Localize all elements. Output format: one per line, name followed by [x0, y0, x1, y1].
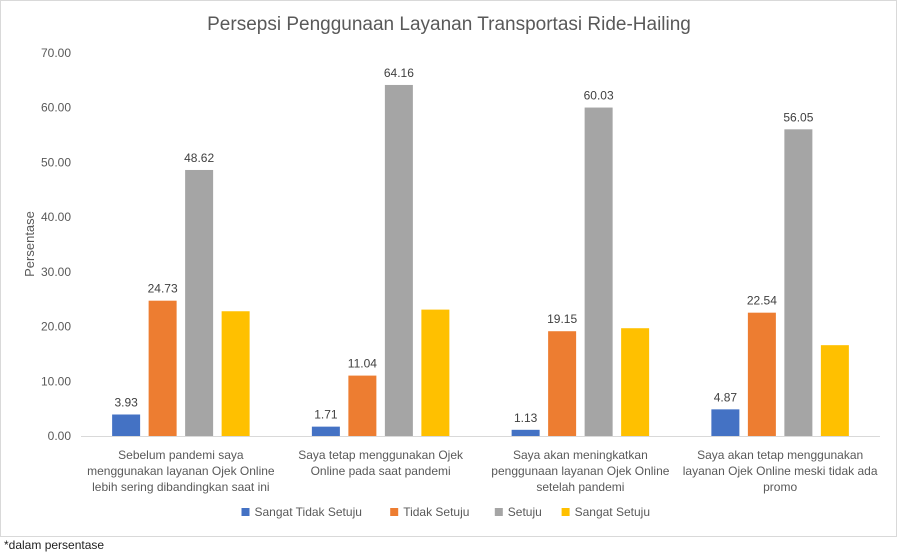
x-tick-label-line: Sebelum pandemi saya: [118, 448, 244, 462]
legend-swatch: [561, 508, 570, 516]
legend-swatch: [390, 508, 399, 516]
y-tick-label: 10.00: [41, 374, 71, 388]
y-tick-label: 30.00: [41, 265, 71, 279]
footnote: *dalam persentase: [4, 538, 105, 552]
x-tick-label-line: setelah pandemi: [536, 480, 624, 494]
bar-sangat-tidak-setuju: [711, 409, 740, 436]
y-axis-title: Persentase: [22, 211, 37, 277]
bar-sangat-tidak-setuju: [112, 414, 141, 436]
bar-setuju: [185, 169, 214, 437]
bar-setuju: [784, 129, 813, 437]
data-label: 56.05: [783, 110, 813, 124]
legend-label: Tidak Setuju: [403, 505, 469, 519]
data-label: 1.71: [314, 408, 338, 422]
bar-setuju: [584, 107, 613, 436]
data-label: 24.73: [148, 282, 178, 296]
data-label: 60.03: [584, 89, 614, 103]
bar-sangat-setuju: [621, 328, 650, 436]
chart-title: Persepsi Penggunaan Layanan Transportasi…: [207, 14, 691, 35]
data-label: 22.54: [747, 294, 777, 308]
legend-swatch: [494, 508, 503, 516]
chart-frame: Persepsi Penggunaan Layanan Transportasi…: [0, 0, 897, 537]
x-tick-label: Saya tetap menggunakan Ojek Online pada s…: [298, 448, 464, 478]
data-label: 4.87: [714, 390, 738, 404]
bar-sangat-setuju: [820, 345, 849, 436]
legend-label: Setuju: [508, 505, 542, 519]
bar-tidak-setuju: [348, 375, 377, 436]
legend-label: Sangat Setuju: [575, 505, 650, 519]
y-tick-label: 60.00: [41, 101, 71, 115]
x-tick-label-line: promo: [763, 480, 797, 494]
bar-tidak-setuju: [747, 312, 776, 436]
y-tick-label: 20.00: [41, 320, 71, 334]
bar-tidak-setuju: [148, 300, 177, 436]
chart-canvas: Persepsi Penggunaan Layanan Transportasi…: [22, 14, 880, 519]
y-tick-label: 0.00: [48, 429, 72, 443]
data-label: 19.15: [547, 312, 577, 326]
data-label: 11.04: [348, 357, 377, 371]
bar-setuju: [384, 84, 413, 437]
data-label: 64.16: [384, 66, 414, 80]
bar-sangat-setuju: [221, 311, 250, 436]
x-tick-label-line: lebih sering dibandingkan saat ini: [92, 480, 269, 494]
data-label: 1.13: [514, 411, 538, 425]
y-tick-label: 70.00: [41, 46, 71, 60]
bar-tidak-setuju: [548, 331, 577, 436]
bar-sangat-setuju: [421, 309, 450, 436]
x-tick-label: Saya akan meningkatkan penggunaan layanan…: [491, 448, 669, 494]
x-tick-label-line: layanan Ojek Online meski tidak ada: [683, 464, 878, 478]
legend-label: Sangat Tidak Setuju: [255, 505, 362, 519]
bar-sangat-tidak-setuju: [511, 429, 540, 436]
y-tick-label: 50.00: [41, 155, 71, 169]
x-tick-label-line: menggunakan layanan Ojek Online: [87, 464, 275, 478]
bar-sangat-tidak-setuju: [311, 426, 340, 436]
x-tick-label: Saya akan tetap menggunakan layanan Ojek …: [683, 448, 878, 494]
y-tick-label: 40.00: [41, 210, 71, 224]
x-tick-label-line: Saya akan meningkatkan: [513, 448, 648, 462]
x-tick-label-line: Saya tetap menggunakan Ojek: [298, 448, 464, 462]
data-label: 3.93: [114, 395, 138, 409]
x-tick-label-line: Online pada saat pandemi: [311, 464, 451, 478]
x-tick-label: Sebelum pandemi saya menggunakan layanan …: [87, 448, 275, 494]
data-label: 48.62: [184, 151, 214, 165]
x-tick-label-line: penggunaan layanan Ojek Online: [491, 464, 669, 478]
x-tick-label-line: Saya akan tetap menggunakan: [697, 448, 863, 462]
legend-swatch: [241, 508, 250, 516]
